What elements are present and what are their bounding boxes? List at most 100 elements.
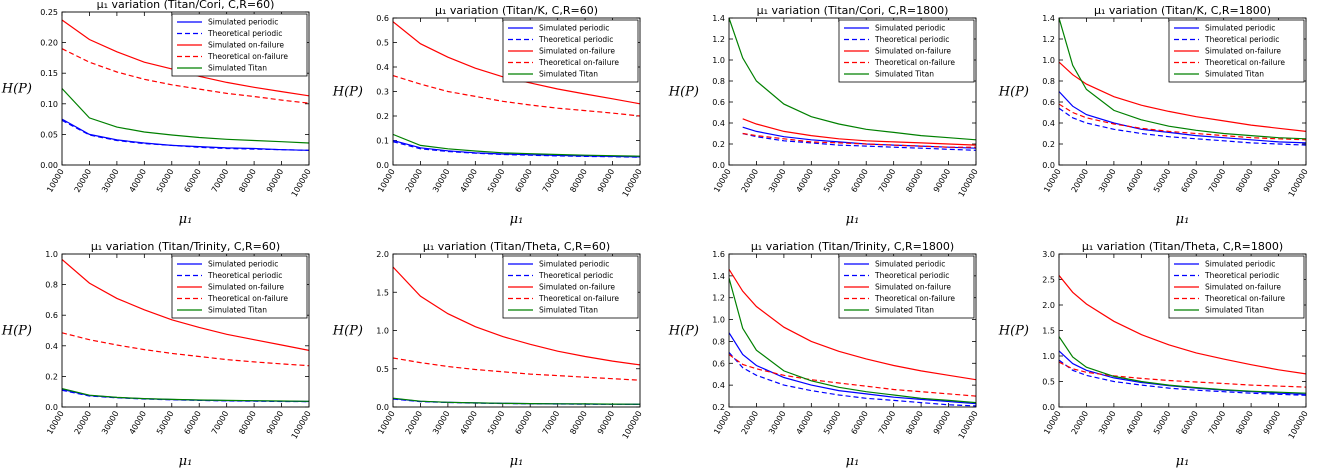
x-tick-label: 90000 (1262, 168, 1283, 195)
x-tick-label: 100000 (1287, 410, 1310, 441)
y-tick-label: 0.25 (40, 8, 58, 17)
plot-frame (392, 17, 641, 166)
series-line-theoretical-on-failure (393, 75, 640, 117)
y-tick-label: 0.6 (712, 359, 725, 368)
chart-title: μ₁ variation (Titan/K, C,R=1800) (1094, 4, 1271, 17)
x-tick-label: 80000 (237, 168, 258, 195)
legend-entry: Theoretical periodic (874, 35, 949, 44)
chart-panel-7: μ₁ variation (Titan/Trinity, C,R=1800) H(… (668, 240, 980, 469)
chart-panel-5: μ₁ variation (Titan/Trinity, C,R=60) H(P)… (1, 240, 313, 469)
y-tick-label: 1.0 (1042, 352, 1055, 361)
x-tick-label: 10000 (712, 410, 733, 437)
legend-entry: Simulated on-failure (539, 47, 615, 56)
legend-entry: Simulated on-failure (208, 283, 284, 292)
y-tick-label: 0.15 (40, 69, 58, 78)
y-tick-label: 1.5 (1042, 327, 1055, 336)
x-tick-label: 100000 (290, 168, 313, 199)
series-line-theoretical-on-failure (729, 354, 976, 397)
x-axis-label: μ₁ (1176, 212, 1190, 227)
chart-title: μ₁ variation (Titan/Cori, C,R=1800) (757, 4, 949, 17)
x-tick-label: 50000 (1152, 168, 1173, 195)
legend: Simulated periodic Theoretical periodic Si… (1168, 255, 1305, 319)
x-tick-label: 10000 (1042, 410, 1063, 437)
y-tick-label: 0.0 (712, 161, 725, 170)
x-tick-label: 80000 (904, 410, 925, 437)
chart-panel-1: μ₁ variation (Titan/Cori, C,R=60) H(P) μ₁ 0… (1, 0, 313, 227)
legend-entry: Theoretical on-failure (207, 294, 288, 303)
x-axis-label: μ₁ (846, 454, 860, 469)
legend-entry: Simulated Titan (539, 306, 598, 315)
legend-entry: Simulated periodic (1205, 24, 1275, 33)
chart-panel-3: μ₁ variation (Titan/Cori, C,R=1800) H(P) μ… (668, 4, 980, 227)
y-tick-label: 0.8 (45, 281, 58, 290)
y-tick-label: 0.3 (376, 88, 389, 97)
y-tick-label: 1.2 (712, 294, 725, 303)
series-line-simulated-titan (1059, 18, 1306, 140)
x-tick-label: 90000 (1262, 410, 1283, 437)
y-tick-label: 0.1 (376, 137, 389, 146)
x-tick-label: 100000 (290, 410, 313, 441)
x-tick-label: 70000 (1207, 168, 1228, 195)
legend-entry: Simulated on-failure (208, 41, 284, 50)
legend-entry: Theoretical on-failure (1204, 294, 1285, 303)
x-tick-label: 20000 (73, 168, 94, 195)
series-line-simulated-periodic (1059, 91, 1306, 144)
x-tick-label: 30000 (431, 168, 452, 195)
x-tick-label: 100000 (621, 168, 644, 199)
series-line-simulated-titan (393, 397, 640, 405)
series-line-theoretical-periodic (729, 351, 976, 407)
x-tick-label: 70000 (877, 410, 898, 437)
y-axis-label: H(P) (668, 324, 699, 339)
series-line-theoretical-on-failure (62, 48, 309, 104)
x-tick-label: 70000 (210, 410, 231, 437)
y-axis-label: H(P) (332, 324, 363, 339)
x-tick-label: 70000 (877, 168, 898, 195)
series-line-simulated-titan (393, 133, 640, 157)
legend-entry: Simulated on-failure (1205, 47, 1281, 56)
plot-frame (61, 253, 310, 408)
y-tick-label: 0.4 (1042, 119, 1055, 128)
legend-entry: Theoretical on-failure (207, 52, 288, 61)
legend-entry: Simulated periodic (539, 260, 609, 269)
plot-frame (392, 253, 641, 408)
y-tick-label: 0.2 (45, 372, 58, 381)
y-tick-label: 0.2 (1042, 140, 1055, 149)
x-tick-label: 100000 (1287, 168, 1310, 199)
x-tick-label: 60000 (182, 410, 203, 437)
x-tick-label: 20000 (1070, 168, 1091, 195)
x-tick-label: 50000 (822, 410, 843, 437)
plot-frame (1058, 17, 1307, 166)
x-tick-label: 70000 (541, 168, 562, 195)
y-tick-label: 1.4 (1042, 14, 1055, 23)
y-axis-label: H(P) (668, 85, 699, 100)
x-tick-label: 40000 (795, 410, 816, 437)
y-tick-label: 0.4 (45, 342, 58, 351)
plot-frame (728, 253, 977, 408)
x-tick-label: 80000 (904, 168, 925, 195)
series-line-theoretical-on-failure (62, 332, 309, 367)
x-tick-label: 60000 (513, 168, 534, 195)
legend: Simulated periodic Theoretical periodic Si… (171, 13, 308, 77)
x-tick-label: 40000 (795, 168, 816, 195)
x-tick-label: 100000 (957, 168, 980, 199)
x-tick-label: 30000 (100, 168, 121, 195)
series-line-simulated-periodic (729, 332, 976, 405)
y-tick-label: 1.4 (712, 272, 725, 281)
y-tick-label: 0.4 (712, 381, 725, 390)
y-tick-label: 0.6 (376, 14, 389, 23)
x-tick-label: 70000 (210, 168, 231, 195)
x-axis-label: μ₁ (179, 212, 193, 227)
series-line-simulated-titan (62, 88, 309, 144)
y-tick-label: 0.6 (45, 311, 58, 320)
x-tick-label: 90000 (265, 410, 286, 437)
x-tick-label: 30000 (1097, 168, 1118, 195)
x-tick-label: 90000 (932, 410, 953, 437)
legend-entry: Simulated Titan (539, 70, 598, 79)
x-axis-label: μ₁ (510, 454, 524, 469)
x-tick-label: 80000 (568, 168, 589, 195)
x-tick-label: 90000 (932, 168, 953, 195)
y-tick-label: 1.0 (712, 316, 725, 325)
x-tick-label: 70000 (1207, 410, 1228, 437)
y-tick-label: 0.5 (376, 365, 389, 374)
